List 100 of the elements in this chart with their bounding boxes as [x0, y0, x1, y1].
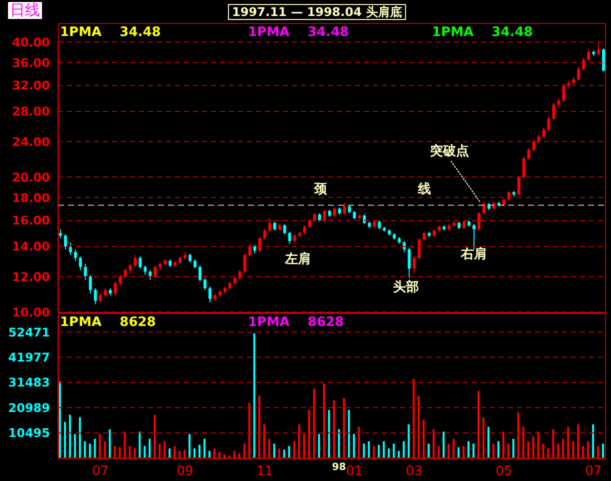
bar	[174, 446, 176, 458]
bar	[388, 448, 390, 458]
bar	[392, 444, 395, 458]
bar	[144, 446, 146, 458]
bar	[74, 434, 76, 458]
candlestick	[408, 247, 411, 279]
candlestick	[88, 274, 92, 294]
bar	[88, 444, 91, 458]
bar	[273, 444, 276, 458]
bar	[303, 434, 306, 458]
bar	[592, 424, 594, 458]
bar	[233, 450, 236, 458]
annotation: 颈	[314, 182, 327, 197]
bar	[358, 426, 360, 458]
y-tick-label: 10.00	[12, 305, 50, 320]
candlestick	[154, 264, 157, 279]
bar	[293, 441, 296, 458]
y-tick-label: 20989	[8, 400, 50, 415]
bar	[382, 441, 385, 458]
candlestick	[258, 236, 262, 253]
candlestick	[333, 207, 336, 218]
y-tick-label: 14.00	[12, 240, 50, 254]
bar	[502, 432, 504, 458]
bar	[572, 441, 574, 458]
bar	[557, 444, 560, 458]
bar	[208, 450, 210, 458]
annotation: 突破点	[430, 144, 469, 159]
bar	[198, 444, 200, 458]
bar	[288, 446, 290, 458]
bar	[487, 426, 490, 458]
bar	[362, 444, 365, 458]
bar	[114, 446, 116, 458]
y-tick-label: 32.00	[12, 78, 50, 93]
candlestick	[283, 224, 286, 235]
bar	[477, 390, 480, 458]
bar	[318, 434, 320, 458]
bar	[372, 446, 375, 458]
bar	[278, 448, 280, 458]
candlestick	[418, 238, 421, 260]
bar	[268, 438, 270, 458]
candlestick	[78, 256, 82, 271]
bar	[517, 412, 520, 458]
bar	[432, 429, 435, 458]
candlestick	[198, 264, 202, 282]
candlestick	[59, 228, 62, 239]
bar	[168, 448, 171, 458]
candlestick	[208, 286, 212, 303]
bar	[468, 441, 470, 458]
candlestick	[532, 138, 536, 152]
bar	[64, 422, 66, 458]
candlestick	[517, 176, 520, 196]
y-tick-label: 24.00	[12, 134, 50, 149]
y-tick-label: 16.00	[12, 214, 50, 228]
bar	[532, 436, 534, 458]
bar	[562, 438, 564, 458]
annotation: 线	[418, 182, 431, 197]
bar	[253, 333, 256, 458]
candlestick	[268, 218, 272, 232]
candlestick	[542, 126, 546, 139]
bar	[258, 396, 260, 458]
candlestick	[342, 202, 346, 215]
bar	[328, 410, 330, 458]
candlestick	[124, 268, 127, 279]
candlestick	[552, 102, 556, 120]
candlestick	[114, 280, 117, 296]
candlestick	[134, 254, 137, 268]
bar	[527, 441, 530, 458]
candlestick	[144, 264, 147, 276]
bar	[497, 441, 500, 458]
bar	[59, 381, 61, 458]
bar	[213, 448, 216, 458]
candlestick	[74, 248, 77, 262]
x-tick-label: 03	[406, 464, 422, 480]
candlestick	[203, 278, 206, 290]
candlestick	[602, 48, 606, 72]
candlestick	[148, 270, 152, 280]
annotation: 1PMA 8628	[248, 315, 344, 330]
candlestick	[64, 234, 67, 250]
bar	[398, 450, 400, 458]
candlestick	[482, 201, 486, 215]
bar	[522, 426, 524, 458]
y-tick-label: 18.00	[12, 190, 50, 205]
text: 1PMA 34.48	[60, 25, 161, 40]
bar	[602, 444, 604, 458]
bar	[348, 410, 350, 458]
y-tick-label: 28.00	[12, 104, 50, 119]
y-tick-label: 20.00	[12, 170, 50, 184]
candlestick	[597, 42, 600, 56]
bar	[452, 438, 455, 458]
bar	[418, 396, 420, 458]
bar	[507, 444, 510, 458]
bar	[482, 417, 484, 458]
bar	[368, 441, 370, 458]
candlestick	[587, 48, 590, 62]
bar	[98, 434, 101, 458]
bar	[118, 447, 121, 458]
candlestick	[128, 263, 132, 274]
text: 98	[332, 461, 346, 475]
bar	[108, 429, 111, 458]
bar	[333, 400, 335, 458]
